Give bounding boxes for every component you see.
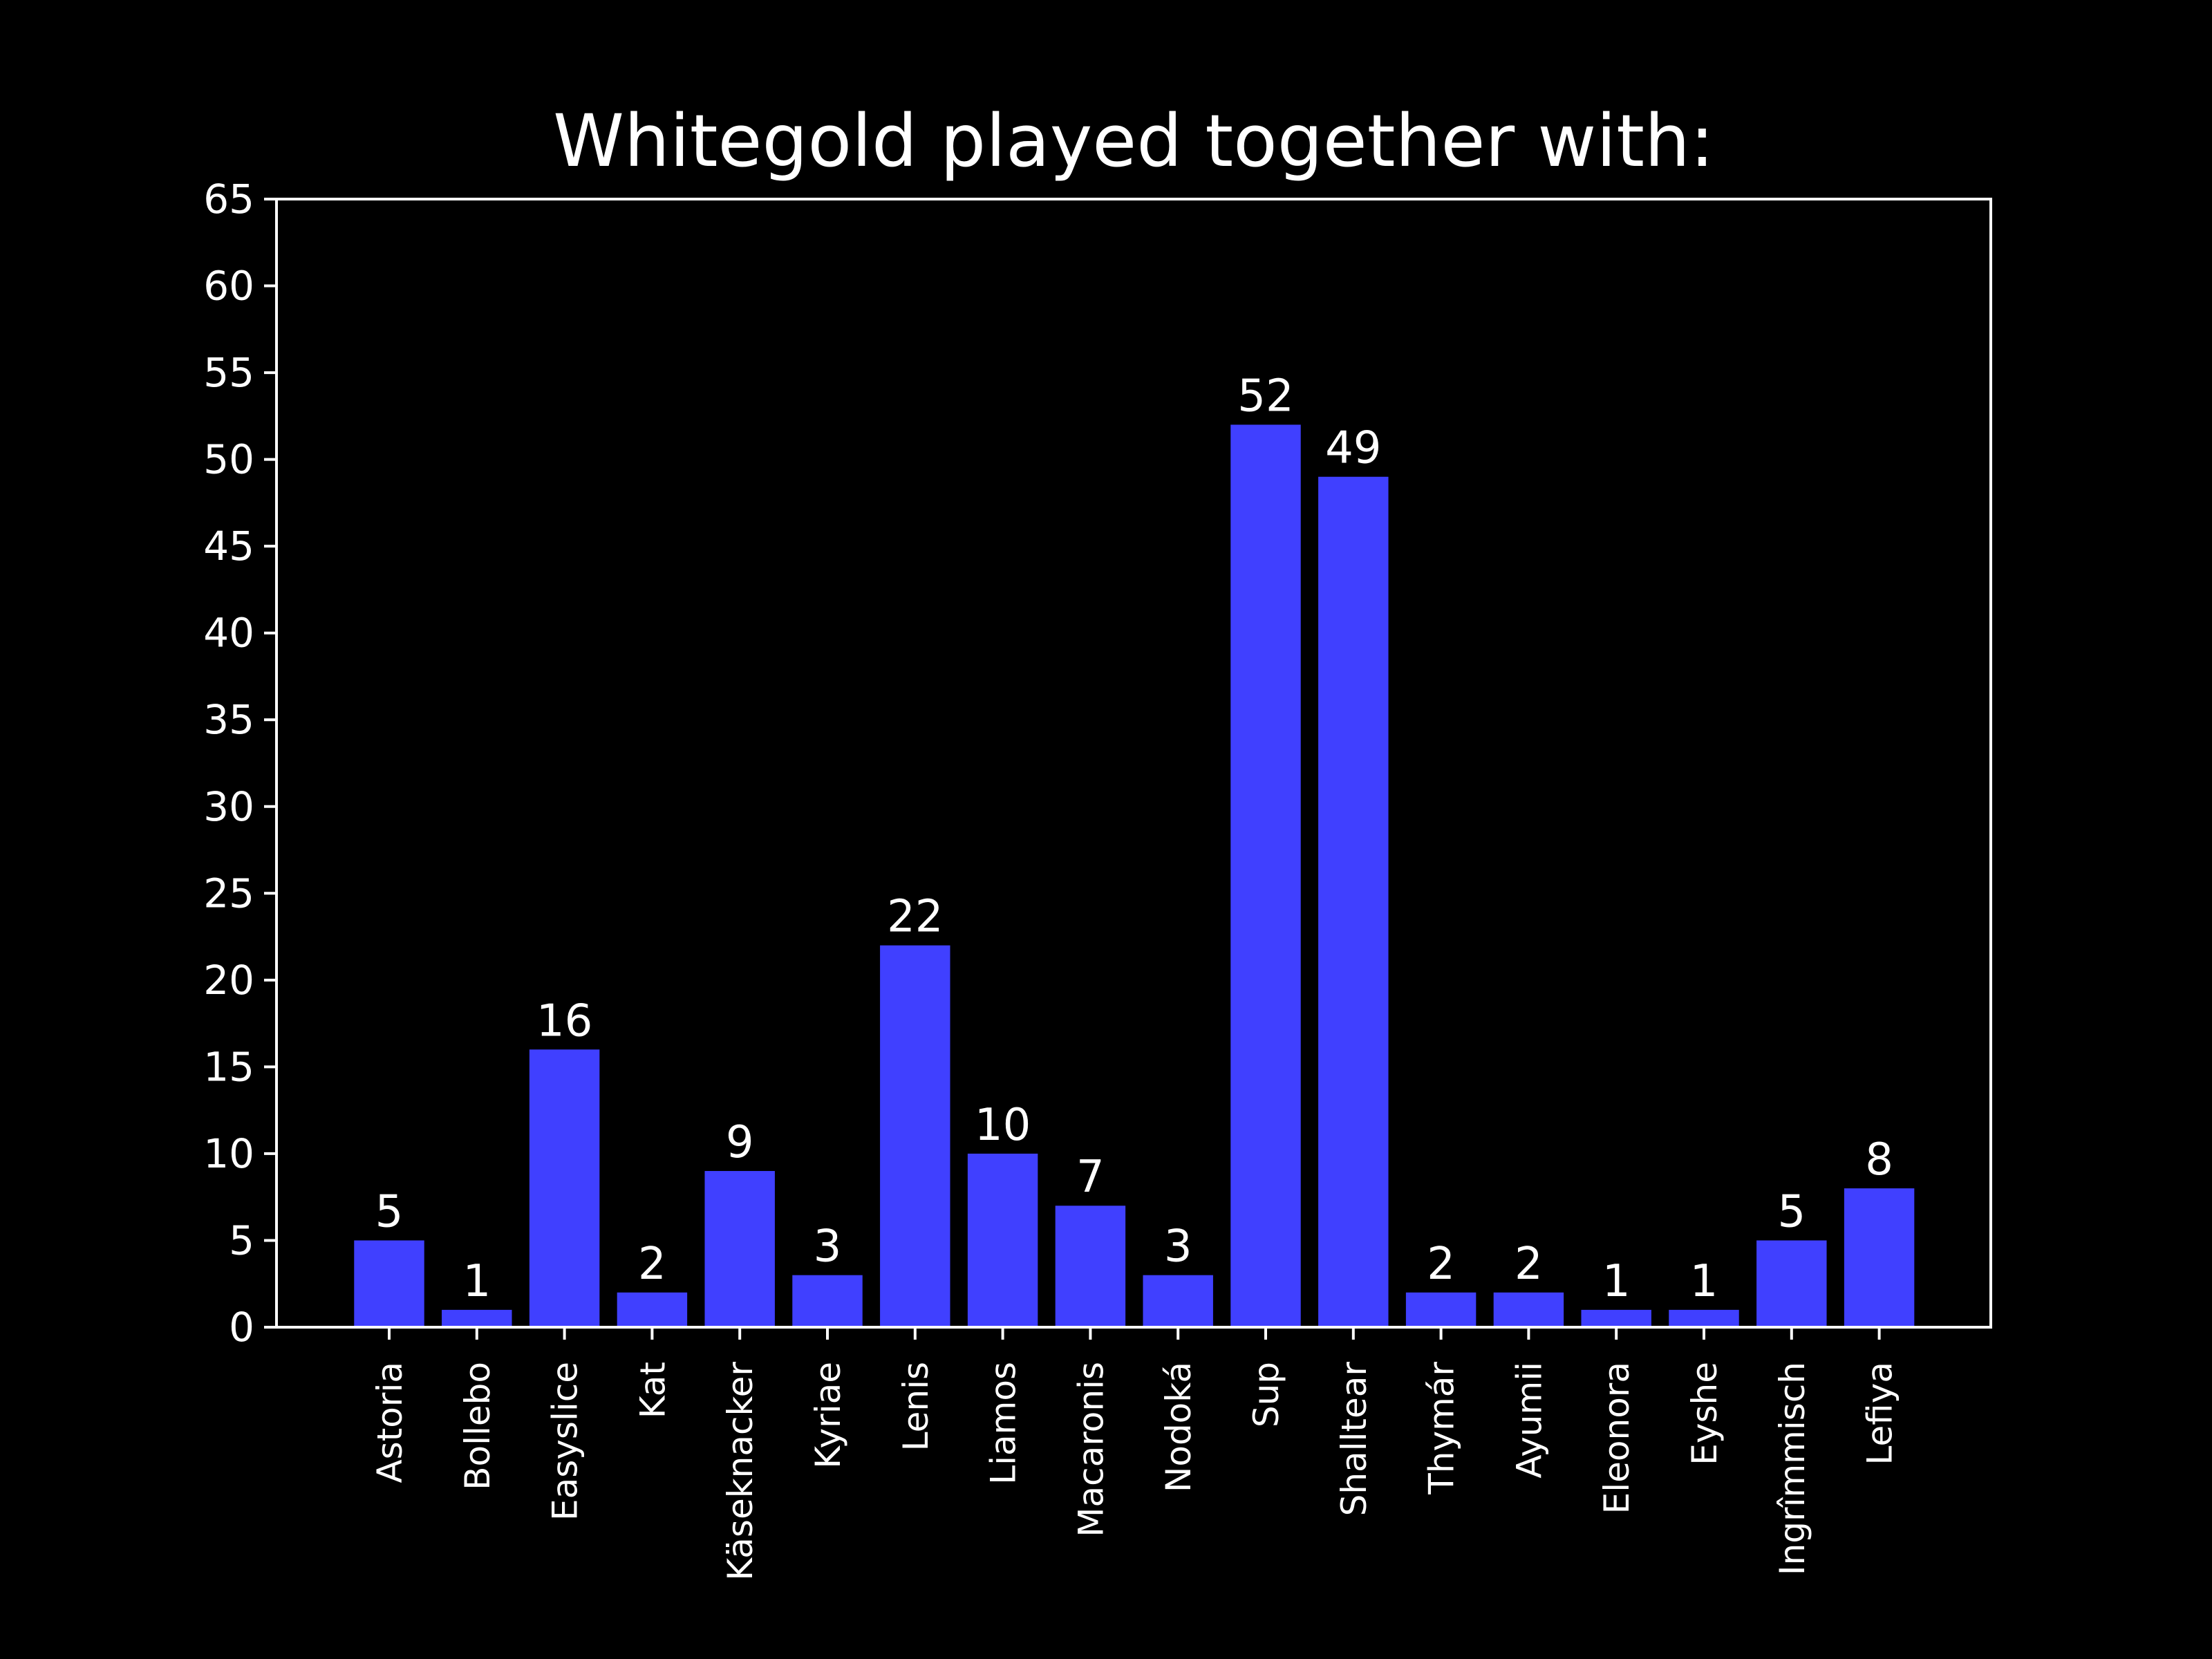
x-tick-label: Astoria <box>370 1362 410 1483</box>
bar <box>1493 1292 1564 1327</box>
bar <box>442 1309 512 1327</box>
x-tick-label: Thymár <box>1422 1362 1462 1495</box>
y-tick-label: 60 <box>203 263 254 310</box>
bar-value-label: 1 <box>1602 1256 1631 1307</box>
bar <box>704 1171 775 1327</box>
bar-value-label: 9 <box>726 1117 754 1168</box>
y-tick-label: 0 <box>229 1304 254 1351</box>
bar <box>1143 1275 1213 1327</box>
y-tick-label: 50 <box>203 436 254 483</box>
y-tick-label: 40 <box>203 610 254 657</box>
x-tick-label: Liamos <box>984 1362 1024 1485</box>
bar <box>1405 1292 1477 1327</box>
y-tick-label: 30 <box>203 783 254 830</box>
chart-title: Whitegold played together with: <box>553 99 1714 183</box>
x-tick-label: Kyriae <box>808 1362 848 1469</box>
x-tick-label: Kat <box>632 1362 673 1418</box>
bar <box>792 1275 863 1327</box>
x-tick-label: Bollebo <box>458 1362 498 1490</box>
y-tick-label: 10 <box>203 1130 254 1177</box>
y-tick-label: 65 <box>203 176 254 223</box>
bar-value-label: 3 <box>1164 1221 1192 1273</box>
y-axis-ticks: 0 5 10 15 20 25 30 35 40 45 50 55 60 65 <box>203 176 276 1351</box>
x-tick-label: Macaronis <box>1071 1362 1111 1537</box>
y-tick-label: 35 <box>203 696 254 743</box>
bar-value-label: 52 <box>1237 371 1293 422</box>
bar-value-label: 1 <box>462 1256 491 1307</box>
y-tick-label: 5 <box>229 1217 254 1264</box>
bar-value-label: 3 <box>814 1221 842 1273</box>
bar <box>617 1292 688 1327</box>
bar-value-label: 16 <box>536 995 592 1047</box>
bar <box>1230 424 1301 1327</box>
y-tick-label: 15 <box>203 1043 254 1090</box>
x-tick-label: Nodoká <box>1159 1362 1199 1492</box>
bar-value-label: 8 <box>1865 1134 1893 1185</box>
bar-value-label: 5 <box>1777 1186 1806 1237</box>
bar-value-label: 5 <box>375 1186 404 1237</box>
x-tick-label: Eyshe <box>1685 1362 1725 1465</box>
y-tick-label: 25 <box>203 870 254 917</box>
bar <box>880 945 950 1327</box>
bar <box>354 1240 424 1327</box>
bar-value-label: 49 <box>1325 423 1381 474</box>
x-tick-label: Ayumii <box>1509 1362 1549 1479</box>
bar <box>1581 1309 1651 1327</box>
bar <box>1318 476 1389 1327</box>
bar <box>1055 1206 1126 1327</box>
x-tick-label: Easyslice <box>545 1362 585 1521</box>
x-tick-label: Käseknacker <box>720 1362 760 1581</box>
x-tick-label: Lefiya <box>1860 1362 1900 1465</box>
bar-value-label: 10 <box>975 1100 1031 1151</box>
bar <box>1844 1188 1915 1327</box>
x-axis-ticks: Astoria Bollebo Easyslice Kat Käseknacker Kyr… <box>370 1327 1900 1581</box>
bar <box>1756 1240 1827 1327</box>
bar <box>1669 1309 1739 1327</box>
x-tick-label: Eleonora <box>1597 1362 1637 1514</box>
x-tick-label: Shalltear <box>1334 1362 1374 1517</box>
bar-value-label: 7 <box>1076 1152 1105 1203</box>
x-tick-label: Lenis <box>896 1362 936 1451</box>
y-tick-label: 55 <box>203 349 254 396</box>
bar <box>529 1049 600 1327</box>
plot-frame <box>275 198 1992 1329</box>
bar-value-label: 1 <box>1690 1256 1718 1307</box>
bar <box>967 1153 1038 1327</box>
bar-value-label: 2 <box>1427 1239 1455 1290</box>
bar-value-label: 22 <box>887 892 943 943</box>
bar-value-label: 2 <box>1515 1239 1543 1290</box>
x-tick-label: Ingrîmmisch <box>1772 1362 1812 1575</box>
bars-layer <box>354 424 1915 1327</box>
bar-value-label: 2 <box>638 1239 666 1290</box>
y-tick-label: 45 <box>203 523 254 570</box>
x-tick-label: Sup <box>1246 1362 1286 1427</box>
y-tick-label: 20 <box>203 957 254 1004</box>
